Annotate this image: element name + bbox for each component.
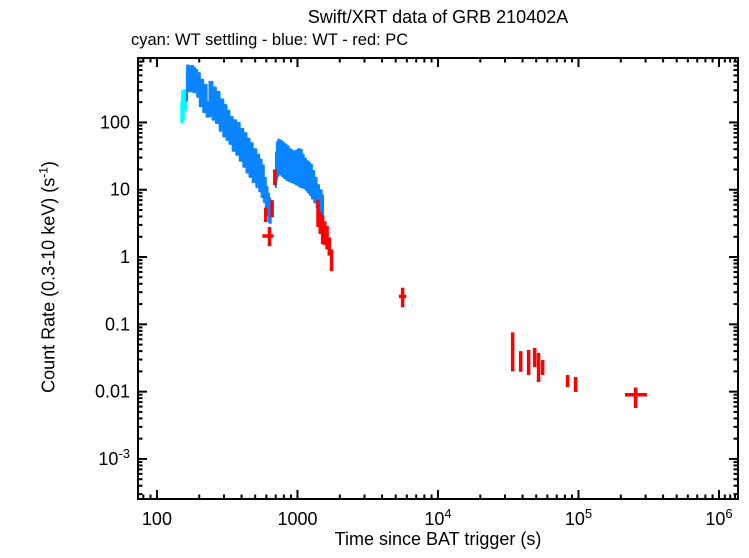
data-point	[573, 377, 578, 392]
y-tick-label: 1	[120, 247, 130, 267]
data-point	[532, 347, 537, 368]
data-point	[510, 332, 515, 372]
y-tick-label: 10-3	[98, 446, 130, 469]
data-point	[329, 249, 334, 272]
series-pc	[262, 169, 647, 409]
x-axis-label: Time since BAT trigger (s)	[334, 529, 542, 549]
data-point	[262, 226, 274, 247]
data-point	[327, 237, 332, 256]
data-point	[318, 211, 322, 234]
y-tick-label: 0.1	[105, 314, 130, 334]
data-point	[536, 352, 541, 383]
y-axis-label-text: Count Rate (0.3-10 keV) (s	[38, 177, 59, 393]
y-tick-label: 0.01	[95, 382, 130, 402]
data-point	[526, 349, 531, 375]
y-axis-label-sup: -1	[36, 167, 51, 178]
x-tick-label: 1000	[277, 509, 317, 529]
data-point	[273, 169, 277, 186]
tick-layer	[138, 57, 738, 499]
error-band	[185, 64, 272, 224]
data-point	[270, 200, 274, 218]
y-axis-label-close: )	[38, 161, 59, 168]
error-band	[180, 89, 187, 124]
data-point	[565, 374, 570, 388]
x-tick-label: 105	[565, 506, 592, 529]
x-tick-label: 100	[142, 509, 172, 529]
page-title: Swift/XRT data of GRB 210402A	[307, 7, 569, 27]
y-tick-label: 10	[110, 180, 130, 200]
data-point	[323, 221, 327, 246]
series-wt	[185, 64, 324, 224]
legend-subtitle: cyan: WT settling - blue: WT - red: PC	[131, 31, 409, 49]
data-point	[540, 359, 545, 375]
tick-label-layer: 100 1000 104 105 106 100 10 1 0.1 0.01 10-3	[95, 112, 733, 529]
x-tick-label: 106	[705, 506, 732, 529]
data-point	[264, 207, 268, 223]
y-tick-label: 100	[100, 112, 130, 132]
error-band	[274, 138, 324, 219]
series-wt-settling	[180, 89, 187, 124]
data-point	[398, 287, 407, 308]
data-point	[518, 351, 523, 372]
data-point	[624, 387, 647, 409]
data-layer	[180, 64, 647, 409]
x-tick-label: 104	[424, 506, 451, 529]
